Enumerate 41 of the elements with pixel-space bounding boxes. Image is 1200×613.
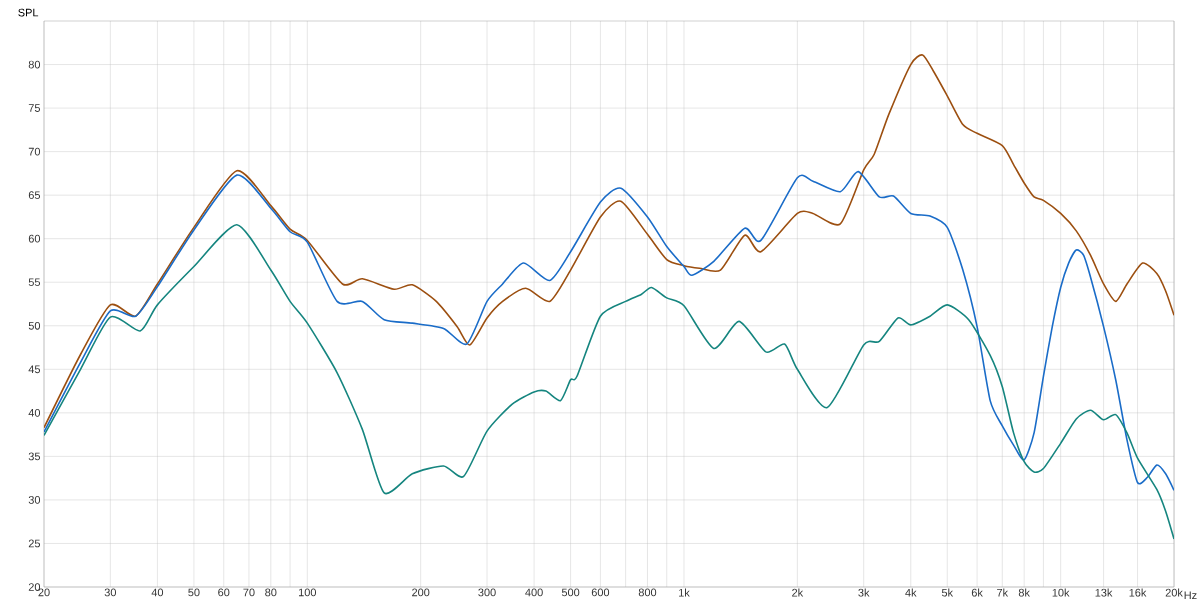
x-tick-label: 70 bbox=[243, 588, 255, 597]
y-tick-label: 35 bbox=[28, 452, 41, 461]
x-tick-label: 16k bbox=[1129, 588, 1147, 597]
y-tick-label: 45 bbox=[28, 365, 41, 374]
x-tick-label: 300 bbox=[478, 588, 496, 597]
x-tick-label: 50 bbox=[188, 588, 200, 597]
x-tick-label: 60 bbox=[218, 588, 230, 597]
x-tick-label: 10k bbox=[1052, 588, 1070, 597]
x-axis-title: Hz bbox=[1184, 591, 1197, 600]
x-tick-label: 80 bbox=[265, 588, 277, 597]
x-tick-label: 5k bbox=[941, 588, 954, 597]
x-tick-label: 40 bbox=[151, 588, 164, 597]
x-tick-label: 6k bbox=[971, 588, 983, 597]
x-tick-label: 200 bbox=[412, 588, 430, 597]
y-tick-label: 65 bbox=[28, 191, 41, 200]
x-tick-label: 800 bbox=[638, 588, 657, 597]
x-tick-label: 2k bbox=[792, 588, 804, 597]
y-tick-label: 55 bbox=[28, 278, 41, 287]
x-tick-label: 8k bbox=[1018, 588, 1030, 597]
x-tick-label: 30 bbox=[104, 588, 116, 597]
x-tick-label: 500 bbox=[561, 588, 580, 597]
x-tick-label: 4k bbox=[905, 588, 917, 597]
x-tick-label: 7k bbox=[997, 588, 1009, 597]
y-tick-label: 25 bbox=[28, 539, 41, 548]
y-tick-label: 20 bbox=[28, 583, 41, 591]
x-tick-label: 3k bbox=[858, 588, 870, 597]
y-tick-label: 40 bbox=[28, 408, 41, 417]
x-tick-label: 13k bbox=[1095, 588, 1113, 597]
x-tick-label: 20 bbox=[38, 588, 50, 597]
y-tick-label: 50 bbox=[28, 321, 41, 330]
x-tick-label: 600 bbox=[591, 588, 610, 597]
y-axis-title: SPL bbox=[18, 8, 39, 17]
y-tick-label: 80 bbox=[28, 60, 41, 69]
y-tick-label: 60 bbox=[28, 234, 41, 243]
x-tick-label: 400 bbox=[525, 588, 543, 597]
y-tick-label: 70 bbox=[28, 147, 41, 156]
x-tick-label: 1k bbox=[679, 588, 690, 597]
x-tick-label: 100 bbox=[298, 588, 317, 597]
y-tick-label: 75 bbox=[28, 104, 41, 112]
x-tick-label: 20k bbox=[1165, 588, 1183, 597]
y-tick-label: 30 bbox=[28, 496, 41, 504]
